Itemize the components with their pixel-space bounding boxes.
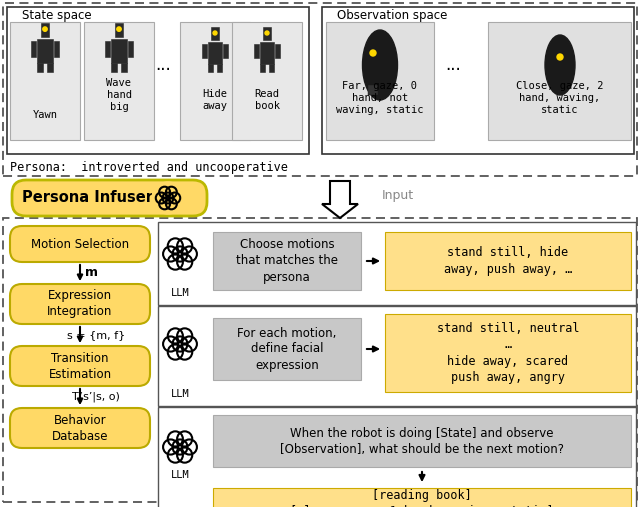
Text: ...: ... bbox=[445, 56, 461, 74]
Bar bbox=[211, 27, 219, 40]
Bar bbox=[385, 314, 631, 392]
Polygon shape bbox=[322, 181, 358, 218]
Circle shape bbox=[152, 182, 184, 214]
Bar bbox=[213, 415, 631, 467]
Bar bbox=[111, 39, 127, 63]
Bar bbox=[121, 63, 127, 72]
Bar bbox=[3, 3, 637, 176]
Circle shape bbox=[557, 54, 563, 60]
Bar bbox=[158, 306, 636, 406]
Bar bbox=[269, 64, 274, 72]
Bar bbox=[105, 41, 110, 57]
Text: Far, gaze, 0
hand, not
waving, static: Far, gaze, 0 hand, not waving, static bbox=[336, 81, 424, 116]
Ellipse shape bbox=[362, 30, 397, 100]
Circle shape bbox=[43, 27, 47, 31]
Text: State space: State space bbox=[22, 9, 92, 21]
Bar bbox=[217, 64, 222, 72]
Bar bbox=[158, 222, 636, 305]
FancyBboxPatch shape bbox=[10, 284, 150, 324]
Bar bbox=[54, 41, 60, 57]
FancyBboxPatch shape bbox=[10, 346, 150, 386]
Bar bbox=[488, 22, 631, 140]
Text: Close, gaze, 2
hand, waving,
static: Close, gaze, 2 hand, waving, static bbox=[516, 81, 604, 116]
Text: Behavior
Database: Behavior Database bbox=[52, 414, 108, 443]
Text: s = {m, f}: s = {m, f} bbox=[67, 330, 125, 340]
Bar bbox=[208, 64, 213, 72]
Circle shape bbox=[265, 31, 269, 35]
Text: Input: Input bbox=[382, 190, 414, 202]
Text: stand still, neutral
…
hide away, scared
push away, angry: stand still, neutral … hide away, scared… bbox=[436, 322, 579, 383]
Bar bbox=[213, 232, 361, 290]
Text: When the robot is doing [State] and observe
[Observation], what should be the ne: When the robot is doing [State] and obse… bbox=[280, 426, 564, 455]
Text: LLM: LLM bbox=[171, 470, 189, 480]
Bar bbox=[3, 218, 637, 502]
Bar bbox=[322, 7, 634, 154]
Text: Persona Infuser: Persona Infuser bbox=[22, 191, 154, 205]
Text: Transition
Estimation: Transition Estimation bbox=[49, 351, 111, 380]
Text: Hide
away: Hide away bbox=[202, 89, 227, 111]
FancyBboxPatch shape bbox=[12, 180, 207, 216]
Text: Wave
hand
big: Wave hand big bbox=[106, 78, 131, 113]
Bar bbox=[10, 22, 80, 140]
Text: Yawn: Yawn bbox=[33, 110, 58, 120]
Text: stand still, hide
away, push away, …: stand still, hide away, push away, … bbox=[444, 246, 572, 275]
Bar bbox=[368, 85, 378, 95]
Text: T(s’|s, o): T(s’|s, o) bbox=[72, 392, 120, 402]
Bar bbox=[40, 22, 49, 37]
Bar bbox=[223, 44, 228, 58]
Bar bbox=[84, 22, 154, 140]
Bar bbox=[263, 27, 271, 40]
Bar bbox=[213, 318, 361, 380]
Text: Expression
Integration: Expression Integration bbox=[47, 289, 113, 318]
Bar bbox=[275, 44, 280, 58]
Bar bbox=[326, 22, 434, 140]
Bar bbox=[115, 22, 124, 37]
Bar bbox=[385, 232, 631, 290]
Circle shape bbox=[213, 31, 217, 35]
Bar bbox=[7, 7, 309, 154]
Bar bbox=[213, 488, 631, 507]
Ellipse shape bbox=[545, 35, 575, 95]
Circle shape bbox=[370, 50, 376, 56]
Text: ...: ... bbox=[155, 56, 171, 74]
Bar bbox=[47, 63, 52, 72]
Text: LLM: LLM bbox=[171, 288, 189, 298]
Bar bbox=[202, 44, 207, 58]
Bar bbox=[128, 41, 133, 57]
Bar bbox=[208, 42, 222, 64]
Text: m: m bbox=[86, 267, 99, 279]
Text: [reading book]
[close, gaze, 1 hand, waving, static]
Next state: hide away: [reading book] [close, gaze, 1 hand, wav… bbox=[290, 489, 554, 507]
Bar bbox=[232, 22, 302, 140]
Bar bbox=[260, 64, 265, 72]
Text: For each motion,
define facial
expression: For each motion, define facial expressio… bbox=[237, 327, 337, 372]
Bar bbox=[31, 41, 36, 57]
Bar bbox=[158, 407, 636, 507]
Bar bbox=[37, 39, 52, 63]
Text: LLM: LLM bbox=[171, 389, 189, 399]
Bar bbox=[111, 63, 116, 72]
Text: Motion Selection: Motion Selection bbox=[31, 237, 129, 250]
Bar bbox=[254, 44, 259, 58]
Text: Persona:  introverted and uncooperative: Persona: introverted and uncooperative bbox=[10, 162, 288, 174]
Bar bbox=[180, 22, 250, 140]
Circle shape bbox=[116, 27, 121, 31]
Text: Read
book: Read book bbox=[255, 89, 280, 111]
FancyBboxPatch shape bbox=[10, 408, 150, 448]
Text: Observation space: Observation space bbox=[337, 9, 447, 21]
Text: Choose motions
that matches the
persona: Choose motions that matches the persona bbox=[236, 238, 338, 283]
Bar bbox=[37, 63, 43, 72]
Bar bbox=[260, 42, 274, 64]
FancyBboxPatch shape bbox=[10, 226, 150, 262]
